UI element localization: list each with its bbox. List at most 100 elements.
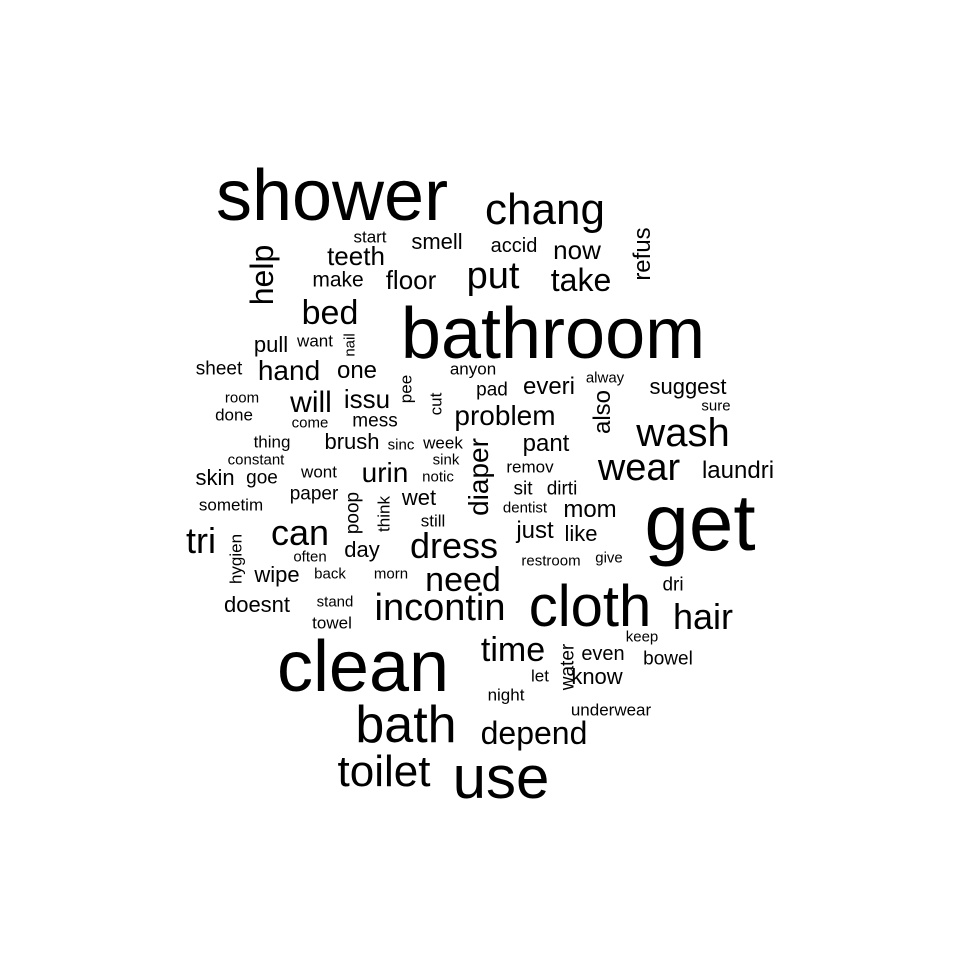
word-incontin: incontin [374,587,506,629]
word-shower: shower [215,156,449,236]
word-often: often [293,548,327,566]
word-hair: hair [672,596,734,637]
word-even: even [581,643,625,665]
word-everi: everi [522,373,576,400]
word-need: need [425,561,501,599]
word-can: can [270,512,330,553]
word-diaper: diaper [463,438,494,516]
word-problem: problem [454,400,556,431]
word-sheet: sheet [195,358,243,380]
word-wear: wear [597,447,681,489]
word-take: take [550,262,612,298]
word-night: night [487,685,525,705]
word-just: just [516,517,554,544]
word-keep: keep [625,628,659,646]
word-notic: notic [422,468,454,486]
word-mess: mess [352,410,398,432]
word-one: one [336,357,378,384]
word-give: give [595,549,623,567]
word-know: know [571,664,623,689]
word-remov: remov [506,457,554,477]
word-towel: towel [312,613,352,633]
word-sure: sure [701,397,731,415]
word-make: make [312,268,364,292]
word-put: put [466,255,520,297]
word-room: room [224,389,260,407]
word-underwear: underwear [570,700,652,720]
word-done: done [215,405,253,425]
word-bowel: bowel [643,648,693,670]
word-bathroom: bathroom [400,294,706,374]
word-want: want [297,331,333,351]
word-nail: nail [341,333,359,357]
word-cut: cut [426,392,446,416]
word-get: get [644,478,756,567]
word-depend: depend [480,715,588,751]
word-restroom: restroom [521,552,581,570]
word-dentist: dentist [502,499,548,517]
word-urin: urin [361,457,409,488]
word-tri: tri [186,520,216,561]
word-skin: skin [195,465,235,490]
word-pee: pee [396,374,416,404]
word-floor: floor [385,265,437,295]
word-stand: stand [316,593,354,611]
word-anyon: anyon [449,359,497,379]
word-wipe: wipe [254,562,300,587]
word-sit: sit [513,478,533,500]
word-mom: mom [563,496,617,523]
word-like: like [564,521,598,546]
word-now: now [553,235,601,265]
word-morn: morn [373,565,409,583]
word-wet: wet [401,485,437,510]
word-let: let [531,666,549,686]
word-also: also [589,389,616,435]
word-hygien: hygien [226,533,246,585]
word-dirti: dirti [546,478,578,500]
word-goe: goe [246,467,278,489]
word-pull: pull [253,332,289,357]
word-pant: pant [522,430,570,457]
word-will: will [290,386,332,419]
word-chang: chang [485,185,605,234]
word-constant: constant [227,451,285,469]
word-think: think [374,496,394,532]
word-time: time [480,631,546,669]
word-toilet: toilet [337,747,431,796]
word-dress: dress [409,525,499,566]
word-issu: issu [343,384,391,414]
word-bed: bed [301,294,359,332]
word-poop: poop [342,491,364,535]
word-start: start [353,227,387,247]
word-alway: alway [585,369,625,387]
word-thing: thing [253,432,291,452]
word-sinc: sinc [387,436,415,454]
word-day: day [344,537,380,562]
word-laundri: laundri [701,457,775,484]
word-smell: smell [411,229,463,254]
word-brush: brush [324,429,380,454]
word-week: week [423,433,463,453]
word-suggest: suggest [649,374,727,399]
word-dri: dri [662,574,684,596]
word-teeth: teeth [327,241,385,271]
word-sink: sink [432,451,460,469]
word-wont: wont [301,462,337,482]
word-clean: clean [276,627,450,707]
word-cloth: cloth [528,574,652,639]
word-doesnt: doesnt [223,592,291,617]
word-help: help [244,244,280,306]
word-back: back [314,565,346,583]
word-hand: hand [257,355,321,386]
word-still: still [420,511,446,531]
word-wash: wash [636,411,730,455]
word-refus: refus [629,227,656,281]
word-paper: paper [289,483,339,505]
word-bath: bath [355,696,457,754]
word-come: come [291,414,329,432]
word-use: use [452,744,550,811]
word-accid: accid [490,235,538,257]
word-pad: pad [476,379,508,401]
word-sometim: sometim [198,495,264,515]
